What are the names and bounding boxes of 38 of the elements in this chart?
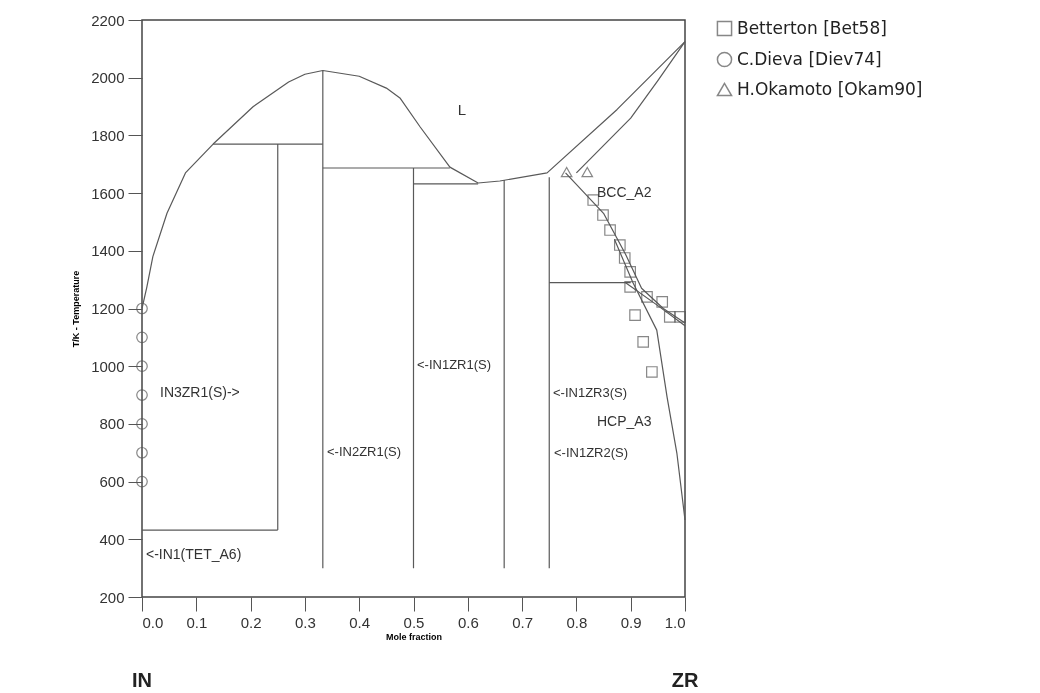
annotation: <-IN2ZR1(S) <box>327 444 402 459</box>
x-tick-label: 0.8 <box>566 613 588 631</box>
y-axis-title: T/K - Temperature <box>71 270 82 348</box>
annotation: <-IN1ZR3(S) <box>553 385 628 400</box>
x-tick-label: 0.0 <box>142 613 164 631</box>
annotation: HCP_A3 <box>597 413 652 429</box>
annotation: <-IN1ZR2(S) <box>554 445 629 460</box>
x-tick-label: 0.2 <box>240 613 262 631</box>
annotation: <-IN1ZR1(S) <box>417 357 492 372</box>
y-tick-label: 600 <box>99 473 125 491</box>
legend-label: H.Okamoto [Okam90] <box>737 78 923 99</box>
x-tick-label: 0.4 <box>349 613 371 631</box>
y-tick-label: 400 <box>99 530 125 548</box>
text: ZR <box>671 669 699 691</box>
y-tick-label: 2200 <box>91 11 125 29</box>
legend-label: C.Dieva [Diev74] <box>737 48 882 69</box>
x-tick-label: 1.0 <box>664 613 686 631</box>
x-tick-label: 0.9 <box>620 613 642 631</box>
annotation: IN3ZR1(S)-> <box>160 384 240 400</box>
y-tick-label: 1800 <box>91 126 125 144</box>
x-tick-label: 0.6 <box>457 613 479 631</box>
y-tick-label: 800 <box>99 415 125 433</box>
y-tick-label: 1200 <box>91 300 125 317</box>
y-tick-label: 1400 <box>91 242 125 260</box>
annotation: BCC_A2 <box>597 184 652 200</box>
annotation: <-IN1(TET_A6) <box>146 546 242 562</box>
text: IN <box>132 669 152 691</box>
legend-label: Betterton [Bet58] <box>737 17 887 38</box>
y-tick-label: 200 <box>99 588 125 606</box>
annotation: L <box>457 101 467 118</box>
y-tick-label: 1000 <box>91 357 125 375</box>
y-tick-label: 2000 <box>91 69 125 87</box>
x-tick-label: 0.3 <box>294 613 316 631</box>
x-axis-title: Mole fraction <box>385 631 443 642</box>
y-tick-label: 1600 <box>91 184 125 202</box>
x-tick-label: 0.1 <box>186 613 208 631</box>
x-tick-label: 0.5 <box>403 613 425 631</box>
x-tick-label: 0.7 <box>512 613 534 631</box>
